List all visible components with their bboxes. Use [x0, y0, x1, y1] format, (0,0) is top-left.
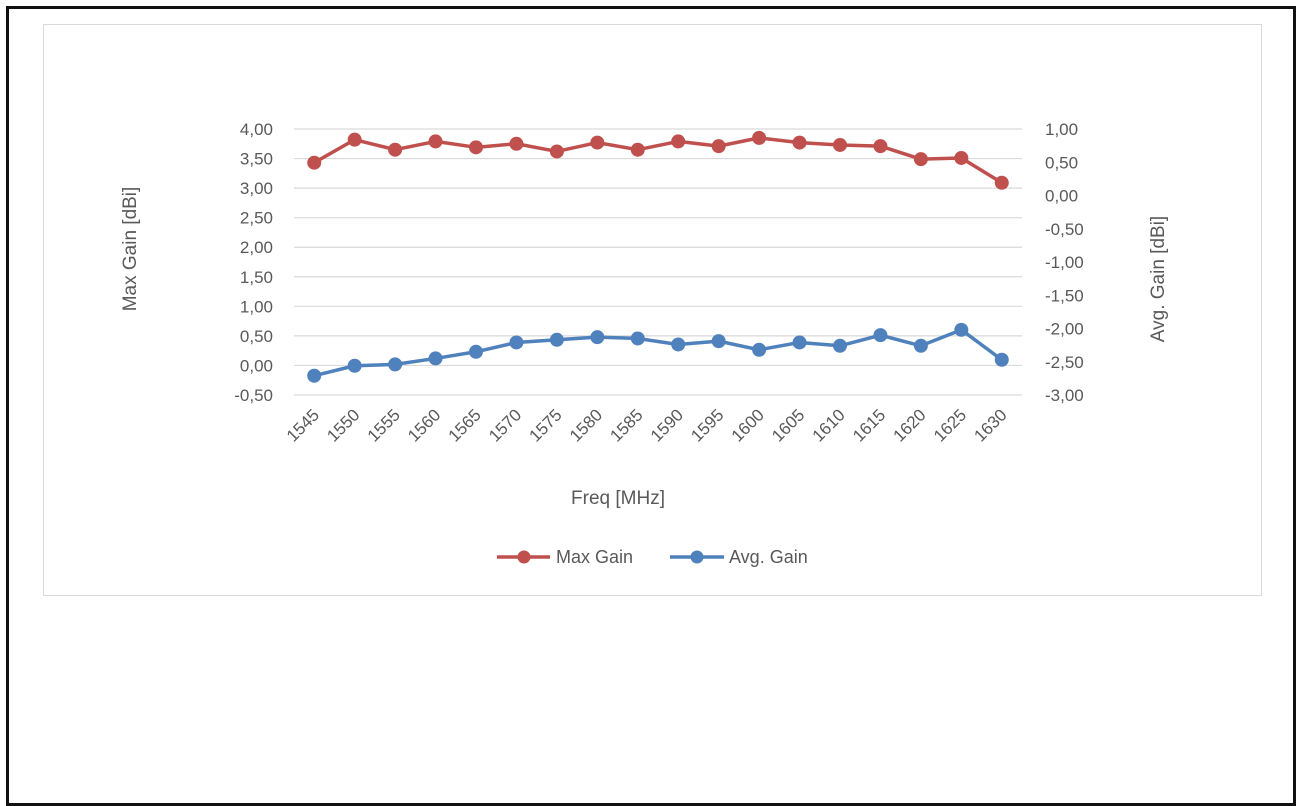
data-point-max-gain [711, 139, 726, 154]
legend-label-avg-gain: Avg. Gain [729, 547, 808, 567]
left-tick-label: 0,00 [240, 356, 273, 375]
legend-label-max-gain: Max Gain [556, 547, 633, 567]
chart-area: 4,00 3,50 3,00 2,50 2,00 1,50 1,00 0,50 0,00 -0,5… [43, 24, 1262, 596]
data-point-avg-gain [873, 328, 888, 343]
data-point-max-gain [792, 135, 807, 150]
left-tick-label: 2,50 [240, 209, 273, 228]
data-point-max-gain [307, 155, 322, 170]
data-point-avg-gain [630, 331, 645, 346]
x-tick-label: 1545 [283, 405, 323, 445]
data-point-avg-gain [509, 335, 524, 350]
left-tick-label: 1,50 [240, 268, 273, 287]
left-tick-label: 3,00 [240, 179, 273, 198]
left-tick-label: 4,00 [240, 120, 273, 139]
data-point-avg-gain [913, 338, 928, 353]
data-point-avg-gain [428, 351, 443, 366]
x-tick-label: 1600 [728, 405, 768, 445]
data-point-max-gain [752, 130, 767, 145]
data-point-max-gain [671, 134, 686, 149]
right-tick-label: -1,50 [1045, 286, 1084, 305]
data-point-avg-gain [711, 334, 726, 349]
right-tick-label: -3,00 [1045, 386, 1084, 405]
gridlines [294, 128, 1022, 396]
data-point-avg-gain [388, 357, 403, 372]
x-tick-label: 1585 [606, 405, 646, 445]
data-point-max-gain [833, 137, 847, 152]
data-point-avg-gain [469, 344, 483, 359]
series-line-max-gain [313, 136, 1003, 185]
x-tick-label: 1560 [404, 405, 444, 445]
right-tick-label: 1,00 [1045, 120, 1078, 139]
legend-marker-max-gain [517, 550, 531, 564]
right-tick-label: -0,50 [1045, 220, 1084, 239]
data-point-avg-gain [994, 352, 1009, 367]
gain-chart: 4,00 3,50 3,00 2,50 2,00 1,50 1,00 0,50 0,00 -0,5… [120, 120, 1169, 567]
x-tick-label: 1630 [970, 405, 1010, 445]
right-tick-label: -1,00 [1045, 253, 1084, 272]
x-tick-label: 1595 [687, 405, 727, 445]
data-point-max-gain [590, 135, 605, 150]
right-axis-ticks: 1,00 0,50 0,00 -0,50 -1,00 -1,50 -2,00 -2,50 -3,… [1045, 120, 1084, 405]
right-tick-label: 0,50 [1045, 153, 1078, 172]
x-tick-label: 1590 [647, 405, 687, 445]
data-point-max-gain [630, 142, 645, 157]
data-point-max-gain [913, 152, 928, 167]
x-tick-label: 1615 [849, 405, 889, 445]
x-tick-label: 1565 [445, 405, 485, 445]
data-point-max-gain [428, 134, 443, 149]
data-point-max-gain [994, 175, 1009, 190]
x-tick-label: 1605 [768, 405, 808, 445]
series-line-avg-gain [313, 328, 1003, 378]
data-point-avg-gain [549, 332, 564, 347]
x-tick-label: 1575 [526, 405, 566, 445]
right-tick-label: -2,00 [1045, 320, 1084, 339]
x-axis-ticks: 1545 1550 1555 1560 1565 1570 1575 1580 1585 1590… [283, 405, 1011, 445]
data-point-max-gain [347, 132, 362, 147]
left-tick-label: 0,50 [240, 327, 273, 346]
left-axis-ticks: 4,00 3,50 3,00 2,50 2,00 1,50 1,00 0,50 0,00 -0,5… [234, 120, 273, 405]
legend-marker-avg-gain [690, 550, 704, 564]
right-tick-label: -2,50 [1045, 353, 1084, 372]
data-point-avg-gain [671, 337, 686, 352]
x-tick-label: 1620 [890, 405, 930, 445]
left-tick-label: 3,50 [240, 150, 273, 169]
right-tick-label: 0,00 [1045, 187, 1078, 206]
legend: Max Gain Avg. Gain [497, 547, 808, 567]
data-point-max-gain [954, 150, 969, 165]
data-point-avg-gain [792, 335, 807, 350]
x-tick-label: 1555 [364, 405, 404, 445]
x-tick-label: 1550 [323, 405, 363, 445]
x-tick-label: 1625 [930, 405, 970, 445]
series-group [307, 130, 1009, 383]
x-tick-label: 1580 [566, 405, 606, 445]
data-point-max-gain [469, 140, 483, 155]
right-axis-title: Avg. Gain [dBi] [1148, 216, 1169, 342]
data-point-max-gain [388, 142, 403, 157]
data-point-avg-gain [752, 342, 767, 357]
data-point-max-gain [509, 136, 524, 151]
data-point-avg-gain [833, 338, 847, 353]
left-tick-label: -0,50 [234, 386, 273, 405]
data-point-max-gain [549, 144, 564, 159]
data-point-avg-gain [347, 358, 362, 373]
left-tick-label: 1,00 [240, 297, 273, 316]
data-point-avg-gain [307, 368, 322, 383]
data-point-avg-gain [590, 330, 605, 345]
x-tick-label: 1570 [485, 405, 525, 445]
left-tick-label: 2,00 [240, 238, 273, 257]
x-axis-title: Freq [MHz] [571, 488, 665, 509]
data-point-max-gain [873, 139, 888, 154]
x-tick-label: 1610 [809, 405, 849, 445]
data-point-avg-gain [954, 322, 969, 337]
left-axis-title: Max Gain [dBi] [120, 187, 141, 312]
